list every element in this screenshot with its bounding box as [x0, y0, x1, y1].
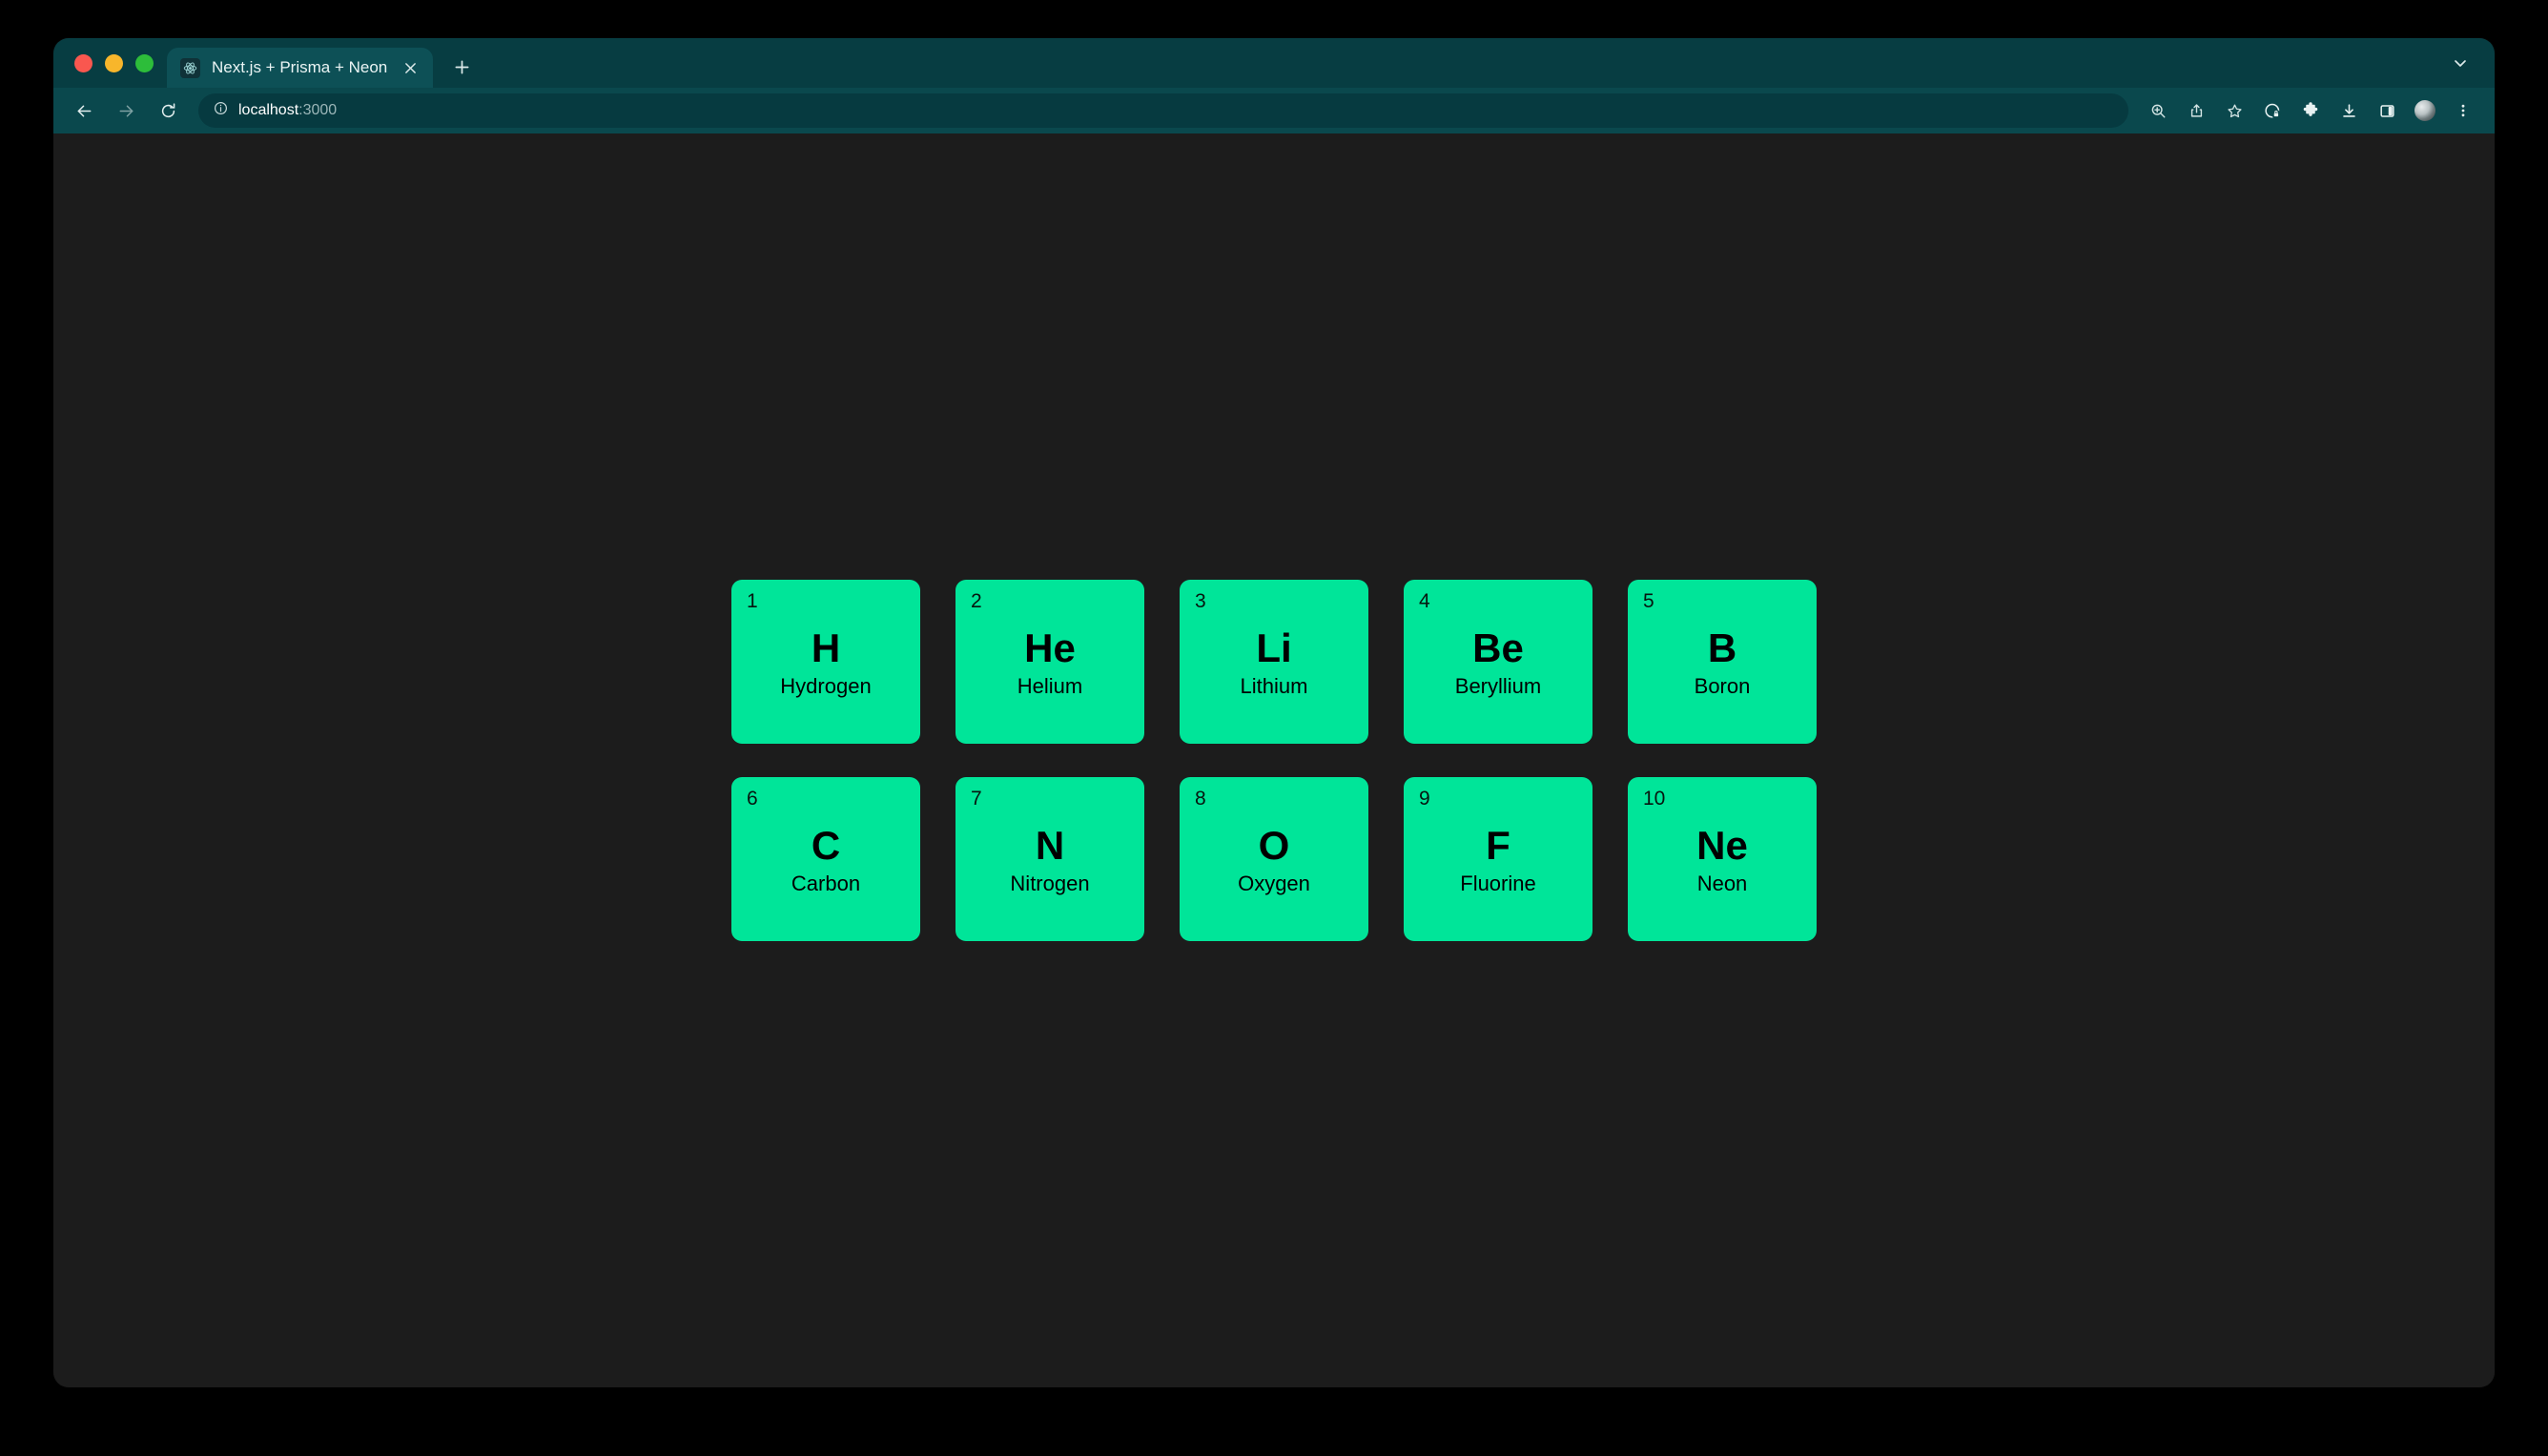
browser-window: Next.js + Prisma + Neon: [53, 38, 2495, 1387]
element-symbol: N: [1035, 822, 1065, 868]
maximize-window-button[interactable]: [135, 53, 154, 72]
atomic-number: 7: [971, 788, 982, 810]
react-atom-favicon: [180, 57, 200, 78]
atomic-number: 9: [1419, 788, 1430, 810]
element-card[interactable]: 5 B Boron: [1628, 580, 1817, 744]
element-card[interactable]: 8 O Oxygen: [1180, 777, 1368, 941]
reload-button[interactable]: [149, 92, 187, 130]
three-dot-menu-icon[interactable]: [2447, 94, 2479, 127]
atomic-number: 5: [1643, 590, 1654, 612]
element-name: Fluorine: [1460, 871, 1536, 895]
privacy-badge-icon[interactable]: [2256, 94, 2289, 127]
element-name: Hydrogen: [780, 673, 872, 698]
url-host: localhost: [238, 102, 299, 118]
element-card[interactable]: 4 Be Beryllium: [1404, 580, 1592, 744]
url-port: :3000: [298, 102, 338, 118]
element-symbol: Be: [1472, 625, 1524, 670]
element-symbol: F: [1486, 822, 1510, 868]
new-tab-button[interactable]: [442, 48, 481, 86]
forward-button[interactable]: [107, 92, 145, 130]
downloads-icon[interactable]: [2332, 94, 2365, 127]
close-tab-icon[interactable]: [399, 56, 421, 79]
atomic-number: 4: [1419, 590, 1430, 612]
toolbar-icons: [2142, 94, 2479, 127]
element-symbol: Ne: [1696, 822, 1748, 868]
browser-tab-active[interactable]: Next.js + Prisma + Neon: [167, 48, 434, 88]
close-window-button[interactable]: [74, 53, 92, 72]
atomic-number: 6: [747, 788, 758, 810]
element-name: Carbon: [791, 871, 861, 895]
atomic-number: 2: [971, 590, 982, 612]
atomic-number: 1: [747, 590, 758, 612]
minimize-window-button[interactable]: [105, 53, 123, 72]
share-icon[interactable]: [2180, 94, 2212, 127]
element-card[interactable]: 9 F Fluorine: [1404, 777, 1592, 941]
element-symbol: C: [811, 822, 841, 868]
atomic-number: 3: [1195, 590, 1206, 612]
page-viewport: 1 H Hydrogen 2 He Helium 3 Li Lithium 4 …: [53, 133, 2495, 1387]
avatar: [2414, 100, 2435, 121]
address-bar[interactable]: localhost:3000: [198, 93, 2128, 128]
browser-toolbar: localhost:3000: [53, 88, 2495, 133]
element-card[interactable]: 2 He Helium: [956, 580, 1144, 744]
element-symbol: O: [1258, 822, 1290, 868]
element-name: Oxygen: [1238, 871, 1310, 895]
bookmark-star-icon[interactable]: [2218, 94, 2250, 127]
element-name: Beryllium: [1454, 673, 1542, 698]
atomic-number: 8: [1195, 788, 1206, 810]
profile-avatar-icon[interactable]: [2409, 94, 2441, 127]
element-grid: 1 H Hydrogen 2 He Helium 3 Li Lithium 4 …: [731, 580, 1817, 941]
element-name: Lithium: [1240, 673, 1308, 698]
element-card[interactable]: 6 C Carbon: [731, 777, 920, 941]
element-name: Neon: [1696, 871, 1748, 895]
url-text: localhost:3000: [238, 102, 337, 119]
window-controls: [67, 38, 167, 88]
element-name: Helium: [1017, 673, 1083, 698]
element-card[interactable]: 7 N Nitrogen: [956, 777, 1144, 941]
element-card[interactable]: 1 H Hydrogen: [731, 580, 920, 744]
chevron-down-icon[interactable]: [2441, 44, 2479, 82]
info-circle-icon[interactable]: [214, 101, 228, 120]
element-card[interactable]: 10 Ne Neon: [1628, 777, 1817, 941]
back-button[interactable]: [65, 92, 103, 130]
element-name: Boron: [1694, 673, 1751, 698]
extensions-puzzle-icon[interactable]: [2294, 94, 2327, 127]
tab-title: Next.js + Prisma + Neon: [212, 58, 388, 76]
element-symbol: He: [1024, 625, 1076, 670]
element-card[interactable]: 3 Li Lithium: [1180, 580, 1368, 744]
side-panel-icon[interactable]: [2371, 94, 2403, 127]
element-symbol: Li: [1256, 625, 1292, 670]
element-symbol: H: [811, 625, 841, 670]
element-symbol: B: [1707, 625, 1737, 670]
zoom-icon[interactable]: [2142, 94, 2174, 127]
element-name: Nitrogen: [1010, 871, 1090, 895]
atomic-number: 10: [1643, 788, 1666, 810]
tab-strip: Next.js + Prisma + Neon: [53, 38, 2495, 88]
